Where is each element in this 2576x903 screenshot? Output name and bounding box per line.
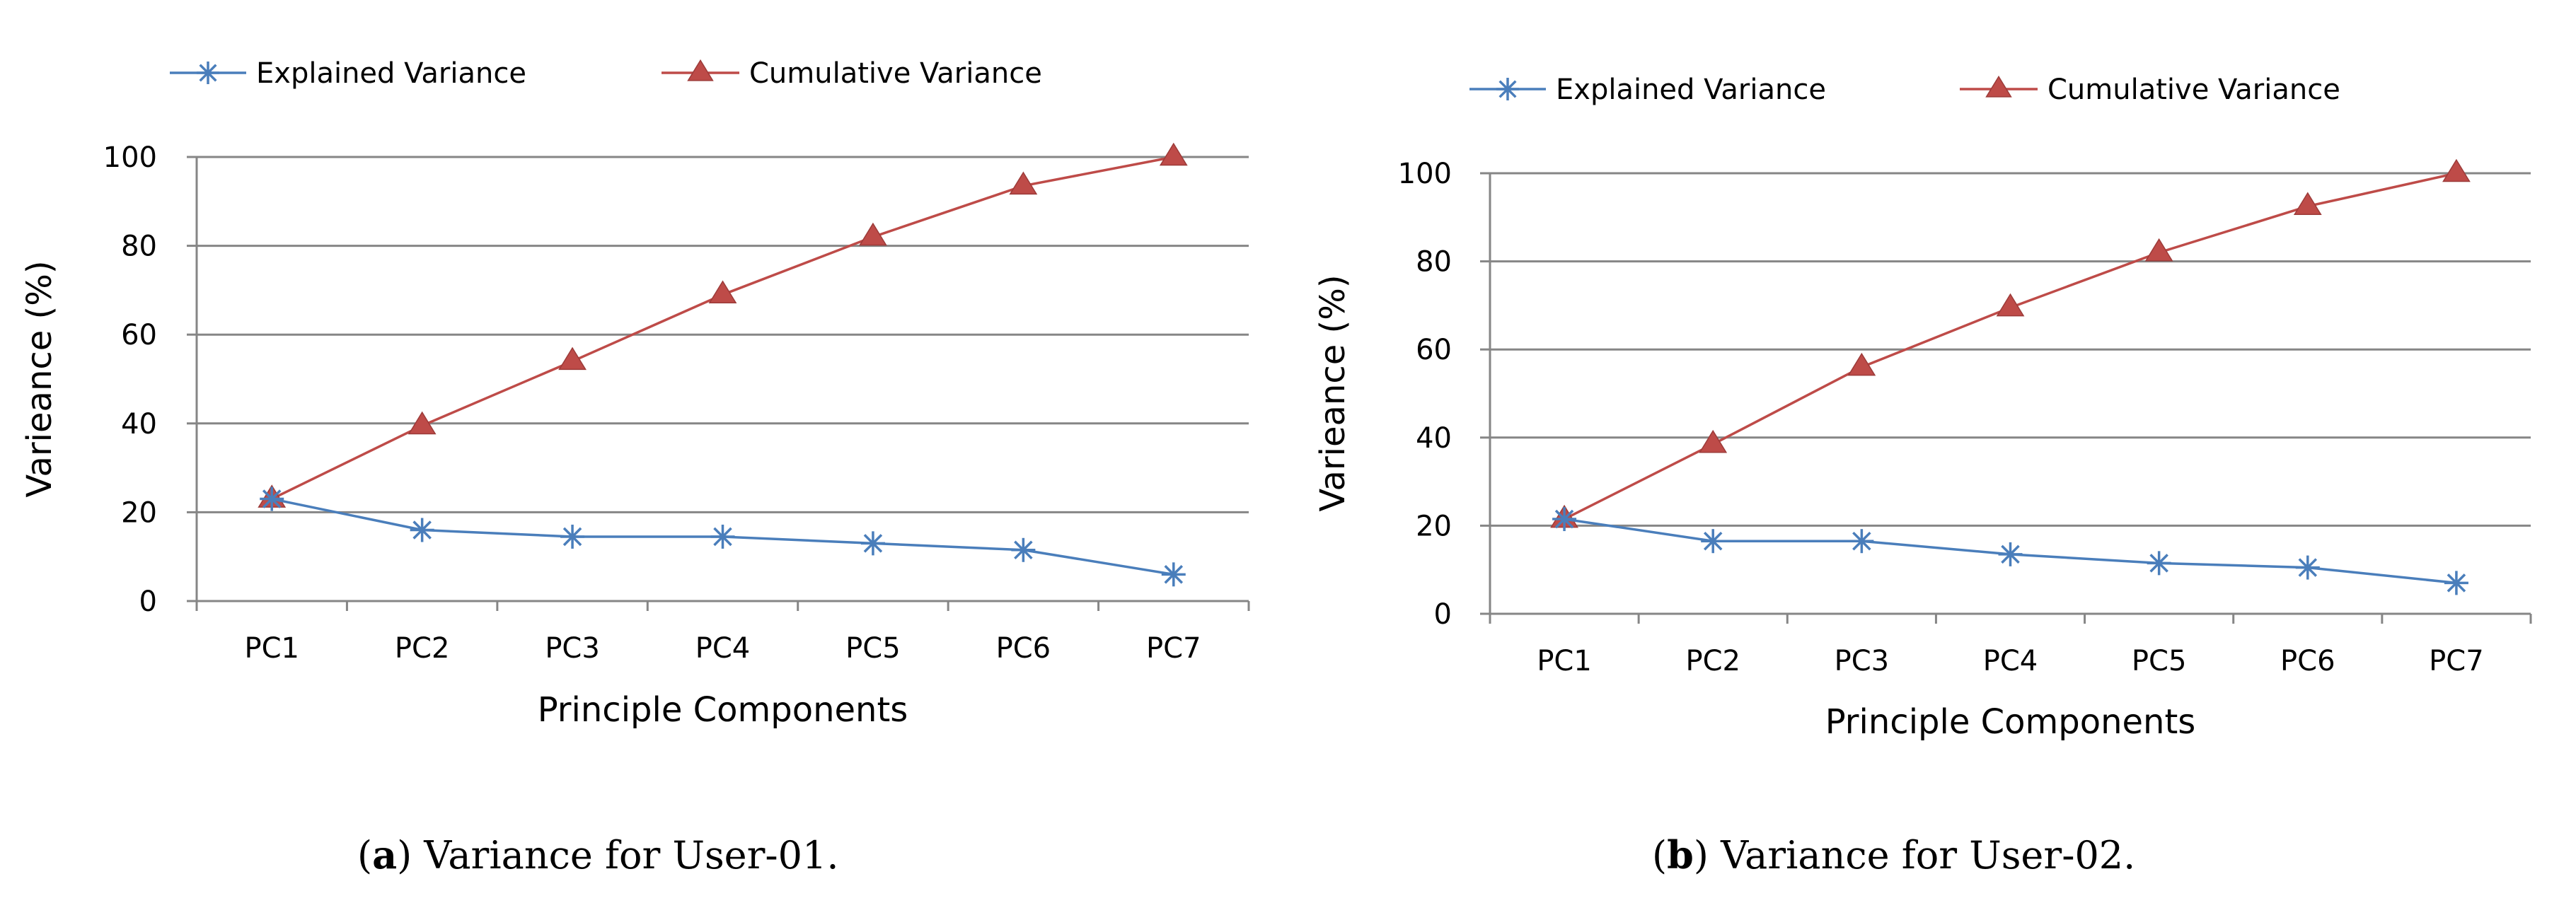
legend: Explained Variance Cumulative Variance <box>1469 74 2340 106</box>
series-explained-variance <box>1552 507 2468 595</box>
y-tick-label: 40 <box>1416 422 1452 455</box>
y-tick-label: 100 <box>1398 158 1452 190</box>
caption-text: ) Variance for User-01. <box>397 833 838 878</box>
x-tick-label: PC2 <box>1685 645 1740 677</box>
figure-caption: (b) Variance for User-02. <box>1652 832 2135 878</box>
data-point-asterisk <box>2444 571 2468 595</box>
legend-label: Cumulative Variance <box>749 57 1042 90</box>
x-tick-label: PC1 <box>244 632 299 665</box>
x-tick-label: PC2 <box>395 632 450 665</box>
y-tick-label: 60 <box>1416 334 1452 366</box>
x-tick-label: PC7 <box>2429 645 2484 677</box>
data-point-asterisk <box>1701 529 1726 554</box>
x-tick-label: PC5 <box>2132 645 2187 677</box>
data-point-triangle <box>408 411 437 435</box>
x-tick-label: PC4 <box>1983 645 2038 677</box>
data-point-asterisk <box>2295 555 2320 580</box>
data-point-asterisk <box>860 531 885 556</box>
caption-open-paren: ( <box>357 833 372 878</box>
legend-item-explained-variance: Explained Variance <box>170 57 526 90</box>
legend-item-cumulative-variance: Cumulative Variance <box>1960 74 2340 106</box>
data-point-asterisk <box>560 524 585 549</box>
y-axis-title: Varieance (%) <box>1313 274 1353 511</box>
data-point-triangle <box>859 222 887 246</box>
x-tick-label: PC3 <box>545 632 600 665</box>
series-cumulative-variance <box>258 142 1188 508</box>
data-point-asterisk <box>1552 507 1577 532</box>
data-point-triangle <box>2293 192 2322 216</box>
data-point-triangle <box>2144 238 2173 262</box>
x-tick-label: PC6 <box>996 632 1051 665</box>
data-point-asterisk <box>2147 551 2171 576</box>
legend-label: Cumulative Variance <box>2047 74 2340 106</box>
legend-marker-triangle <box>687 59 714 81</box>
legend: Explained Variance Cumulative Variance <box>170 57 1042 90</box>
data-point-triangle <box>708 280 737 303</box>
data-point-asterisk <box>1849 529 1874 554</box>
series-line <box>1564 172 2457 520</box>
caption-letter: b <box>1667 832 1694 878</box>
y-tick-label: 40 <box>121 408 157 441</box>
x-axis-title: Principle Components <box>1825 702 2196 742</box>
y-tick-label: 20 <box>1416 510 1452 542</box>
data-point-asterisk <box>1998 542 2023 566</box>
series-cumulative-variance <box>1550 158 2471 528</box>
legend-item-cumulative-variance: Cumulative Variance <box>662 57 1042 90</box>
x-tick-label: PC3 <box>1835 645 1890 677</box>
chart-panel-a: 0 20 40 60 80 100 PC1 PC2 PC3 PC4 PC5 PC6 PC7 Princip… <box>20 57 1250 878</box>
legend-marker-triangle <box>1985 75 2012 98</box>
y-axis-title: Varieance (%) <box>20 260 59 497</box>
y-tick-label: 80 <box>121 231 157 263</box>
x-tick-label: PC4 <box>695 632 751 665</box>
data-point-asterisk <box>410 518 434 542</box>
y-tick-label: 80 <box>1416 246 1452 279</box>
data-point-asterisk <box>260 487 284 511</box>
y-tick-label: 0 <box>1434 598 1452 631</box>
x-tick-label: PC1 <box>1537 645 1592 677</box>
legend-marker-asterisk <box>1496 78 1519 100</box>
y-tick-label: 0 <box>139 586 157 618</box>
data-point-triangle <box>2442 158 2471 182</box>
data-point-asterisk <box>710 524 735 549</box>
caption-letter: a <box>372 832 397 878</box>
legend-label: Explained Variance <box>1556 74 1826 106</box>
series-line <box>271 156 1174 501</box>
legend-item-explained-variance: Explained Variance <box>1469 74 1826 106</box>
data-point-triangle <box>1847 352 1876 376</box>
data-point-triangle <box>558 346 587 371</box>
chart-panel-b: 0 20 40 60 80 100 PC1 PC2 PC3 PC4 PC5 PC6 PC7 Princip… <box>1313 74 2532 878</box>
y-tick-label: 20 <box>121 496 157 529</box>
data-point-triangle <box>1009 171 1038 195</box>
x-tick-label: PC5 <box>845 632 901 665</box>
data-point-asterisk <box>1011 537 1036 562</box>
x-tick-label: PC7 <box>1146 632 1201 665</box>
figure-caption: (a) Variance for User-01. <box>357 832 839 878</box>
data-point-triangle <box>1699 429 1728 453</box>
data-point-triangle <box>1159 142 1188 166</box>
x-tick-label: PC6 <box>2280 645 2335 677</box>
y-tick-label: 60 <box>121 319 157 351</box>
y-tick-label: 100 <box>103 141 157 174</box>
caption-open-paren: ( <box>1652 833 1667 878</box>
legend-marker-asterisk <box>197 62 219 84</box>
legend-label: Explained Variance <box>256 57 526 90</box>
data-point-asterisk <box>1161 562 1186 587</box>
series-explained-variance <box>260 487 1186 587</box>
caption-text: ) Variance for User-02. <box>1694 833 2135 878</box>
data-point-triangle <box>1996 293 2025 317</box>
x-axis-title: Principle Components <box>538 690 908 730</box>
